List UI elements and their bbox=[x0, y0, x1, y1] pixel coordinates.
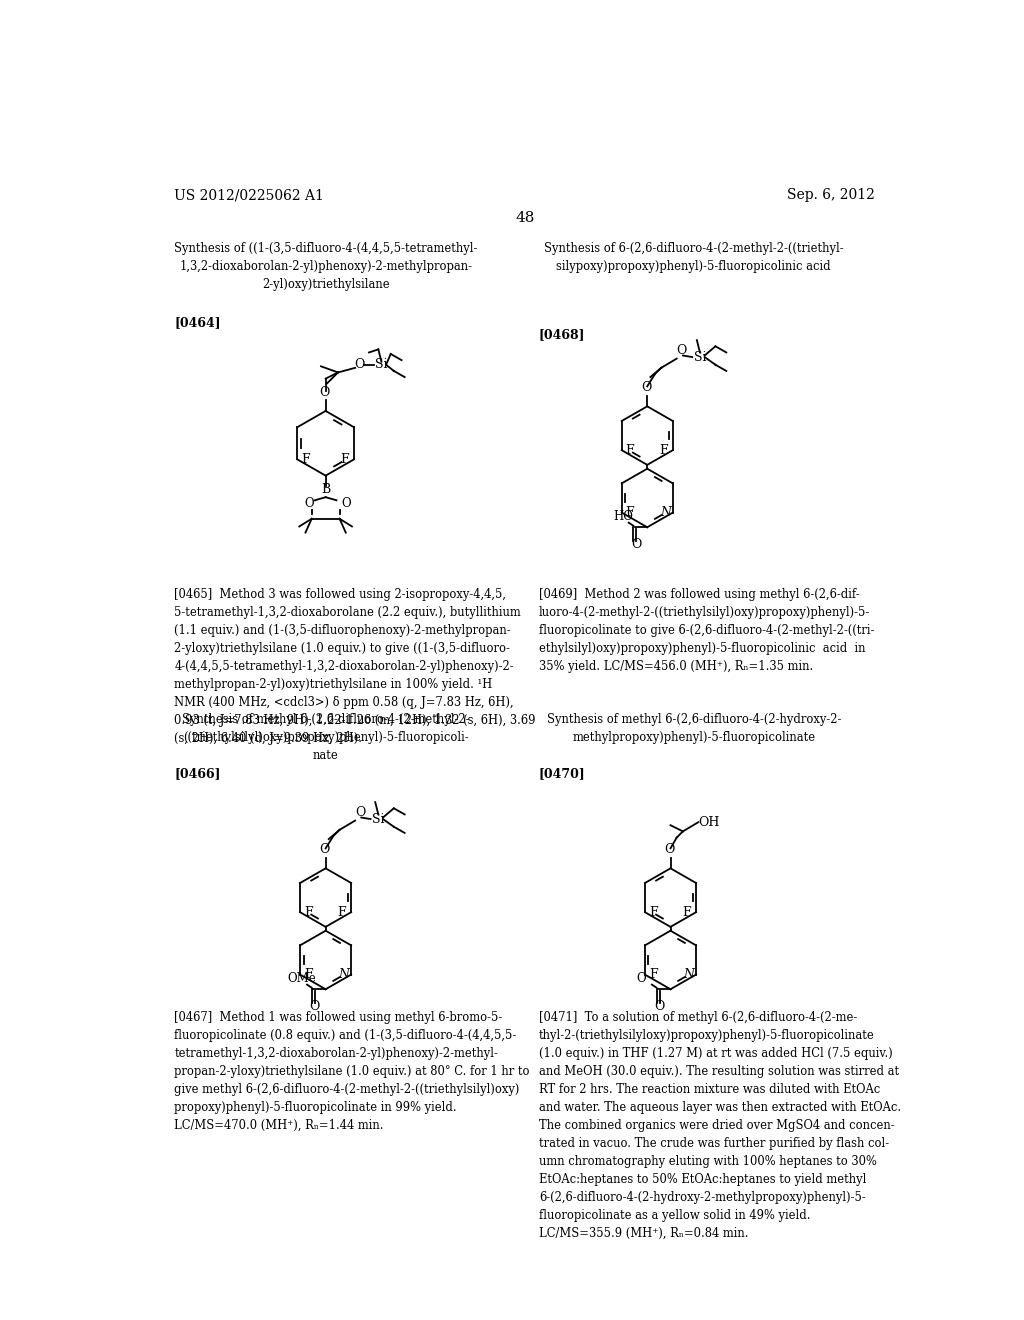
Text: US 2012/0225062 A1: US 2012/0225062 A1 bbox=[174, 189, 325, 202]
Text: Si: Si bbox=[372, 813, 385, 825]
Text: F: F bbox=[658, 444, 668, 457]
Text: Synthesis of methyl 6-(2,6-difluoro-4-(2-hydroxy-2-
methylpropoxy)phenyl)-5-fluo: Synthesis of methyl 6-(2,6-difluoro-4-(2… bbox=[547, 713, 841, 743]
Text: F: F bbox=[626, 444, 634, 457]
Text: Si: Si bbox=[693, 351, 707, 363]
Text: O: O bbox=[631, 537, 641, 550]
Text: B: B bbox=[322, 483, 331, 496]
Text: F: F bbox=[649, 906, 657, 919]
Text: [0470]: [0470] bbox=[539, 767, 586, 780]
Text: [0469]  Method 2 was followed using methyl 6-(2,6-dif-
luoro-4-(2-methyl-2-((tri: [0469] Method 2 was followed using methy… bbox=[539, 589, 874, 673]
Text: OMe: OMe bbox=[287, 972, 315, 985]
Text: [0465]  Method 3 was followed using 2-isopropoxy-4,4,5,
5-tetramethyl-1,3,2-diox: [0465] Method 3 was followed using 2-iso… bbox=[174, 589, 536, 744]
Text: Synthesis of methyl 6-(2,6-difluoro-4-(2-methyl-2-
((triethylsilyl)oxy)propoxy)p: Synthesis of methyl 6-(2,6-difluoro-4-(2… bbox=[182, 713, 469, 762]
Text: [0471]  To a solution of methyl 6-(2,6-difluoro-4-(2-me-
thyl-2-(triethylsilylox: [0471] To a solution of methyl 6-(2,6-di… bbox=[539, 1011, 901, 1239]
Text: F: F bbox=[304, 968, 312, 981]
Text: O: O bbox=[641, 381, 651, 395]
Text: O: O bbox=[354, 358, 365, 371]
Text: 48: 48 bbox=[515, 211, 535, 226]
Text: [0466]: [0466] bbox=[174, 767, 221, 780]
Text: Si: Si bbox=[375, 358, 388, 371]
Text: N: N bbox=[660, 506, 672, 519]
Text: F: F bbox=[682, 906, 690, 919]
Text: O: O bbox=[341, 496, 351, 510]
Text: O: O bbox=[677, 345, 687, 358]
Text: O: O bbox=[355, 807, 366, 818]
Text: F: F bbox=[301, 453, 310, 466]
Text: N: N bbox=[339, 968, 350, 981]
Text: O: O bbox=[636, 972, 646, 985]
Text: Synthesis of ((1-(3,5-difluoro-4-(4,4,5,5-tetramethyl-
1,3,2-dioxaborolan-2-yl)p: Synthesis of ((1-(3,5-difluoro-4-(4,4,5,… bbox=[174, 242, 477, 290]
Text: HO: HO bbox=[613, 510, 633, 523]
Text: O: O bbox=[319, 385, 330, 399]
Text: F: F bbox=[649, 968, 657, 981]
Text: F: F bbox=[340, 453, 348, 466]
Text: F: F bbox=[626, 506, 634, 519]
Text: [0467]  Method 1 was followed using methyl 6-bromo-5-
fluoropicolinate (0.8 equi: [0467] Method 1 was followed using methy… bbox=[174, 1011, 530, 1131]
Text: OH: OH bbox=[698, 816, 720, 829]
Text: F: F bbox=[337, 906, 346, 919]
Text: O: O bbox=[309, 999, 319, 1012]
Text: F: F bbox=[304, 906, 312, 919]
Text: O: O bbox=[304, 496, 313, 510]
Text: [0464]: [0464] bbox=[174, 317, 221, 329]
Text: O: O bbox=[319, 843, 330, 857]
Text: Synthesis of 6-(2,6-difluoro-4-(2-methyl-2-((triethyl-
silypoxy)propoxy)phenyl)-: Synthesis of 6-(2,6-difluoro-4-(2-methyl… bbox=[544, 242, 844, 272]
Text: [0468]: [0468] bbox=[539, 327, 586, 341]
Text: O: O bbox=[665, 843, 675, 857]
Text: Sep. 6, 2012: Sep. 6, 2012 bbox=[787, 189, 876, 202]
Text: O: O bbox=[654, 999, 665, 1012]
Text: N: N bbox=[684, 968, 694, 981]
